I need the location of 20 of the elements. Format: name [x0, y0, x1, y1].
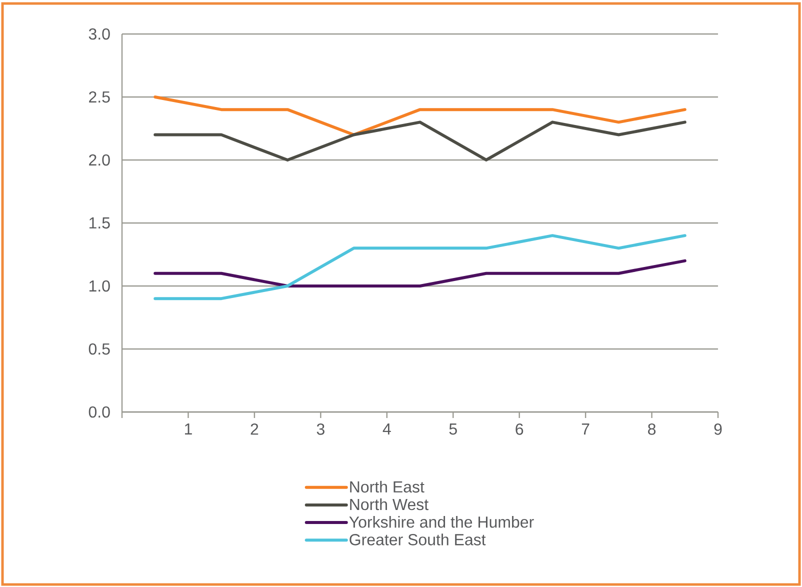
x-tick-label: 2 [250, 424, 258, 435]
x-tick-label: 5 [449, 424, 457, 435]
y-tick-label: 2.5 [89, 91, 110, 103]
y-tick-label: 0.0 [88, 406, 110, 418]
x-tick-label: 6 [516, 424, 524, 435]
legend-label: North East [350, 480, 424, 493]
y-tick-label: 1.5 [89, 217, 110, 229]
x-tick-label: 4 [382, 424, 391, 435]
x-tick-label: 9 [714, 424, 722, 435]
y-tick-label: 3.0 [88, 28, 110, 40]
y-tick-label: 2.0 [89, 154, 110, 166]
legend-label: Yorkshire and the Humber [349, 516, 534, 528]
y-tick-label: 1.0 [89, 280, 110, 292]
x-tick-label: 3 [316, 424, 324, 435]
x-tick-label: 1 [185, 424, 192, 435]
legend-label: Greater South East [350, 534, 486, 546]
y-tick-label: 0.5 [88, 343, 110, 355]
x-tick-label: 8 [648, 424, 656, 435]
x-tick-label: 7 [582, 424, 590, 435]
legend-label: North West [350, 498, 428, 510]
